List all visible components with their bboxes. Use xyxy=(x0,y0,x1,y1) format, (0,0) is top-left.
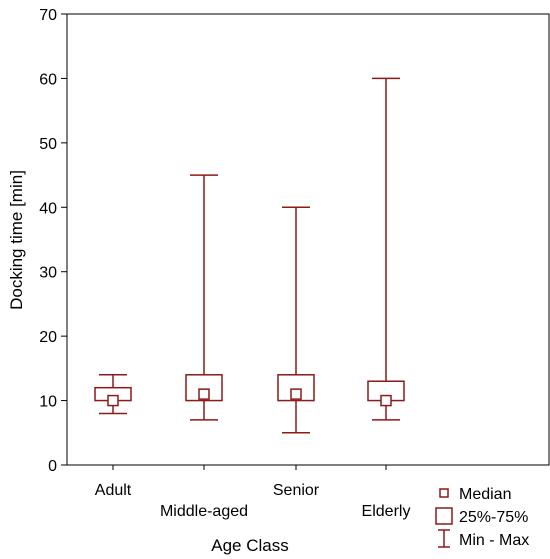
plot-frame xyxy=(66,13,550,466)
y-tick-label: 10 xyxy=(39,394,57,411)
y-axis-title: Docking time [min] xyxy=(7,170,26,310)
x-tick-label: Adult xyxy=(95,482,132,499)
legend-box-label: 25%-75% xyxy=(459,509,528,526)
median-marker xyxy=(380,394,392,407)
x-axis-title: Age Class xyxy=(211,536,288,555)
x-tick-label: Senior xyxy=(273,482,320,499)
y-tick-label: 40 xyxy=(39,200,57,217)
y-tick-label: 20 xyxy=(39,329,57,346)
median-marker xyxy=(107,394,119,407)
x-tick-label: Middle-aged xyxy=(160,503,248,520)
median-marker xyxy=(198,388,210,400)
legend-box-icon xyxy=(435,507,453,525)
legend-median-label: Median xyxy=(459,486,511,503)
legend-whisker-label: Min - Max xyxy=(459,532,529,549)
legend-median-icon xyxy=(439,488,449,498)
median-marker xyxy=(290,388,302,400)
y-tick-label: 60 xyxy=(39,71,57,88)
y-tick-label: 70 xyxy=(39,7,57,24)
y-axis: 0 10 20 30 40 50 60 70 xyxy=(39,7,67,475)
y-tick-label: 50 xyxy=(39,136,57,153)
boxes xyxy=(94,77,405,434)
x-tick-label: Elderly xyxy=(362,503,411,520)
x-axis: Adult Middle-aged Senior Elderly xyxy=(95,465,411,520)
y-tick-label: 30 xyxy=(39,265,57,282)
legend: Median 25%-75% Min - Max xyxy=(435,486,529,549)
y-tick-label: 0 xyxy=(48,458,57,475)
